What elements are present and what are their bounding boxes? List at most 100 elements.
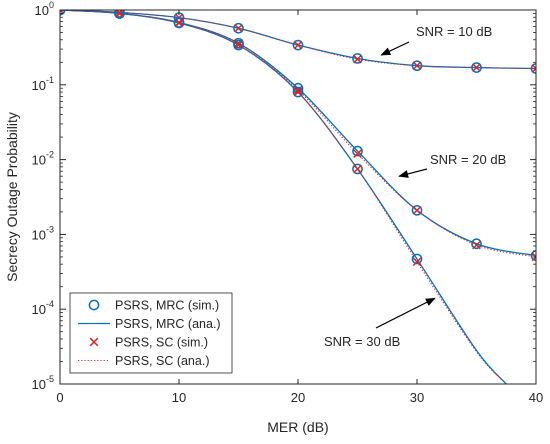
legend: PSRS, MRC (sim.) PSRS, MRC (ana.) PSRS, SC… xyxy=(69,292,233,374)
data-point-sc-sim xyxy=(115,10,124,17)
data-point-mrc-sim xyxy=(292,39,304,51)
data-point-mrc-sim xyxy=(173,17,185,29)
data-point-sc-sim xyxy=(353,164,362,174)
data-point-sc-sim xyxy=(115,10,124,18)
data-point-mrc-sim xyxy=(411,253,423,265)
data-point-mrc-sim xyxy=(530,63,536,74)
legend-label: PSRS, SC (ana.) xyxy=(115,354,209,368)
data-point-sc-sim xyxy=(353,54,362,64)
data-point-sc-sim-stroke-a xyxy=(531,252,536,258)
data-point-mrc-sim xyxy=(292,86,304,98)
data-point-sc-sim-stroke-a xyxy=(60,10,65,15)
y-tick-label-exponent: -5 xyxy=(46,374,54,384)
y-tick-label: 10-2 xyxy=(32,150,54,168)
data-point-mrc-sim xyxy=(471,238,482,250)
y-tick-label-base: 10 xyxy=(32,377,46,392)
annotation-arrow xyxy=(398,168,428,178)
data-point-sc-sim-stroke-a xyxy=(531,64,536,70)
annotation-3: SNR = 30 dB xyxy=(324,297,436,349)
y-tick-label-exponent: 0 xyxy=(49,0,54,10)
data-point-sc-sim-stroke-b xyxy=(472,240,481,250)
data-point-sc-sim-stroke-b xyxy=(472,63,481,72)
data-point-mrc-sim xyxy=(114,10,125,19)
data-point-sc-sim-stroke-b xyxy=(234,23,243,33)
data-point-sc-sim-stroke-b xyxy=(412,205,422,215)
data-point-sc-sim-stroke-b xyxy=(234,40,243,50)
x-tick-label: 30 xyxy=(410,390,424,405)
y-tick-label-base: 10 xyxy=(32,302,46,317)
data-point-mrc-sim xyxy=(411,204,423,216)
data-point-sc-sim-stroke-b xyxy=(531,255,536,262)
legend-item: PSRS, MRC (sim.) xyxy=(88,299,219,313)
legend-label: PSRS, MRC (ana.) xyxy=(115,317,221,331)
series-line-sc-ana-3 xyxy=(60,10,507,384)
legend-label: PSRS, MRC (sim.) xyxy=(115,299,219,313)
data-point-sc-sim xyxy=(412,257,422,267)
annotation-label: SNR = 30 dB xyxy=(324,334,400,349)
data-point-sc-sim xyxy=(412,205,422,215)
data-point-sc-sim xyxy=(293,87,303,97)
data-point-sc-sim xyxy=(174,18,184,28)
data-point-sc-sim-stroke-b xyxy=(531,67,536,73)
data-point-sc-sim-stroke-b xyxy=(412,61,422,71)
data-point-mrc-sim xyxy=(352,53,363,64)
data-point-sc-sim-stroke-b xyxy=(353,164,362,174)
data-point-sc-sim xyxy=(234,40,243,50)
x-tick-label: 40 xyxy=(529,390,543,405)
annotation-1: SNR = 10 dB xyxy=(380,24,492,56)
data-point-mrc-sim xyxy=(471,62,482,73)
annotation-arrow xyxy=(375,297,436,329)
data-point-sc-sim-stroke-b xyxy=(293,87,303,97)
annotation-layer: SNR = 10 dB SNR = 20 dB SNR = 30 dB xyxy=(324,24,506,349)
y-tick-label-exponent: -3 xyxy=(46,224,54,234)
series-layer xyxy=(60,10,536,384)
y-tick-label-exponent: -1 xyxy=(46,75,54,85)
annotation-arrow xyxy=(380,41,410,56)
data-point-sc-sim xyxy=(531,64,536,73)
data-point-sc-sim xyxy=(60,10,65,15)
data-point-sc-sim xyxy=(234,23,243,33)
x-tick-label: 0 xyxy=(56,390,63,405)
series-line-sc-ana-1 xyxy=(60,10,536,70)
y-tick-label: 10-5 xyxy=(32,374,54,392)
legend-item: PSRS, SC (sim.) xyxy=(89,336,208,350)
data-point-mrc-sim xyxy=(233,22,244,34)
y-tick-label-base: 10 xyxy=(32,227,46,242)
legend-box xyxy=(69,292,233,374)
annotation-2: SNR = 20 dB xyxy=(398,152,506,178)
data-point-sc-sim-stroke-b xyxy=(115,10,123,17)
legend-item: PSRS, MRC (ana.) xyxy=(78,317,221,331)
y-tick-label-exponent: -2 xyxy=(46,150,54,160)
y-tick-label-base: 10 xyxy=(35,3,49,18)
data-point-sc-sim xyxy=(531,252,536,262)
x-axis-label: MER (dB) xyxy=(267,419,328,435)
y-tick-label: 10-3 xyxy=(32,224,54,242)
data-point-mrc-sim xyxy=(352,145,363,157)
y-tick-label-base: 10 xyxy=(32,78,46,93)
annotation-label: SNR = 10 dB xyxy=(416,24,492,39)
x-tick-label: 20 xyxy=(291,390,305,405)
y-tick-label-exponent: -4 xyxy=(46,299,54,309)
legend-label: PSRS, SC (sim.) xyxy=(115,336,208,350)
data-point-sc-sim xyxy=(472,240,481,250)
series-group-3 xyxy=(60,10,507,384)
data-point-mrc-sim xyxy=(233,39,244,51)
data-point-sc-sim xyxy=(293,40,303,50)
data-point-sc-sim-stroke-b xyxy=(353,54,362,64)
data-point-mrc-sim xyxy=(411,60,423,72)
annotation-label: SNR = 20 dB xyxy=(430,152,506,167)
data-point-mrc-sim xyxy=(352,163,363,175)
clipped-series xyxy=(60,10,536,384)
y-tick-label: 10-1 xyxy=(32,75,54,93)
legend-item: PSRS, SC (ana.) xyxy=(78,354,209,368)
data-point-sc-sim xyxy=(353,149,362,159)
y-tick-label-base: 10 xyxy=(32,153,46,168)
data-point-sc-sim xyxy=(472,63,481,72)
data-point-sc-sim-stroke-b xyxy=(353,149,362,159)
data-point-sc-sim-stroke-b xyxy=(293,40,303,50)
data-point-sc-sim-stroke-b xyxy=(174,18,184,28)
y-axis-label: Secrecy Outage Probability xyxy=(4,112,20,282)
